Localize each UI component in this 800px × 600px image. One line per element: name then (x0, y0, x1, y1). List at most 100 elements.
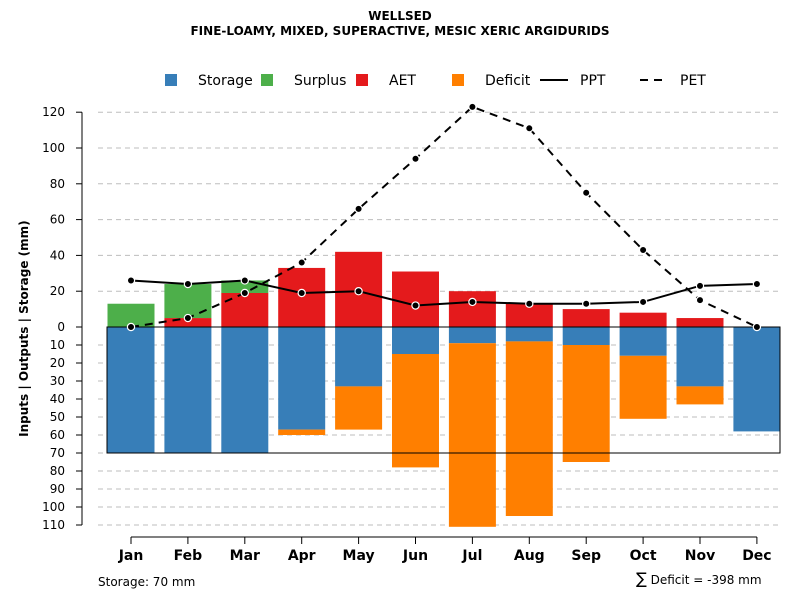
y-tick-label: 110 (42, 518, 65, 532)
storage-bar (733, 327, 781, 432)
pet-point (468, 102, 477, 112)
ppt-point (297, 288, 306, 298)
aet-bar (676, 318, 724, 327)
y-tick-label: 20 (50, 284, 65, 298)
y-tick-label: 100 (42, 500, 65, 514)
aet-bar (619, 312, 667, 327)
ppt-point (582, 299, 591, 308)
pet-point (582, 188, 591, 197)
legend-label-pet: PET (680, 73, 706, 89)
storage-bar (335, 327, 383, 387)
legend-swatch-deficit (452, 74, 464, 86)
x-tick-label: Jan (118, 548, 144, 564)
aet-bar (278, 267, 326, 327)
aet-bar (448, 291, 496, 327)
y-tick-label: 70 (50, 446, 65, 460)
storage-frame (106, 326, 781, 454)
x-tick-label: Nov (685, 548, 715, 564)
ppt-point (126, 276, 136, 285)
x-tick-label: Apr (288, 548, 316, 564)
pet-point (411, 154, 420, 163)
ppt-line (130, 279, 757, 307)
y-tick-label: 90 (50, 482, 65, 496)
x-tick-label: Jul (461, 548, 482, 564)
x-tick-label: Sep (571, 548, 601, 564)
ppt-point (354, 287, 363, 296)
pet-point (183, 313, 193, 323)
y-tick-label: 120 (42, 105, 65, 119)
legend-swatch-storage (165, 74, 177, 86)
storage-bar (619, 327, 667, 356)
legend-label-ppt: PPT (580, 73, 606, 89)
pet-point (240, 288, 249, 298)
deficit-bar (335, 386, 383, 430)
storage-bar (505, 327, 553, 342)
aet-bar (164, 318, 212, 327)
x-tick-label: Aug (514, 548, 545, 564)
chart-subtitle: FINE-LOAMY, MIXED, SUPERACTIVE, MESIC XE… (190, 24, 610, 38)
pet-point (525, 124, 534, 133)
deficit-bar (676, 386, 724, 405)
pet-point (297, 258, 306, 267)
deficit-bar (505, 341, 553, 516)
pet-point (126, 322, 136, 332)
legend-swatch-aet (356, 74, 368, 86)
y-tick-label: 50 (50, 410, 65, 424)
aet-bar (562, 309, 610, 327)
pet-point (354, 204, 363, 214)
deficit-total-text: Deficit = -398 mm (650, 573, 762, 587)
y-tick-label: 80 (50, 177, 65, 191)
chart-title: WELLSED (368, 9, 432, 23)
storage-bar (448, 327, 496, 344)
storage-bar (164, 327, 212, 453)
ppt-point (411, 301, 420, 310)
sigma-icon: ∑ (636, 569, 647, 588)
y-tick-label: 100 (42, 141, 65, 155)
legend-label-surplus: Surplus (294, 73, 346, 89)
y-tick-label: 40 (50, 392, 65, 406)
ppt-point (695, 281, 705, 291)
y-tick-label: 20 (50, 356, 65, 370)
x-tick-label: Mar (230, 548, 260, 564)
ppt-point (525, 299, 534, 308)
legend: Storage Surplus AET Deficit PPT PET (165, 73, 706, 89)
aet-bar (505, 303, 553, 327)
ppt-point (752, 279, 762, 289)
pet-point (695, 295, 705, 305)
x-tick-label: Feb (174, 548, 203, 564)
surplus-bar (164, 284, 212, 319)
deficit-bar (392, 354, 439, 468)
deficit-bar (278, 429, 326, 435)
legend-label-deficit: Deficit (485, 73, 531, 89)
bars (107, 251, 781, 527)
y-tick-label: 40 (50, 248, 65, 262)
storage-bar (392, 327, 439, 354)
deficit-bar (562, 345, 610, 462)
storage-bar (221, 327, 269, 453)
surplus-bar (107, 303, 155, 327)
x-tick-label: May (343, 548, 375, 564)
storage-bar (278, 327, 326, 430)
storage-bar (107, 327, 155, 453)
ppt-point (183, 279, 193, 289)
legend-label-aet: AET (389, 73, 416, 89)
aet-bar (392, 271, 439, 327)
y-tick-label: 60 (50, 213, 65, 227)
storage-bar (676, 327, 724, 387)
pet-point (638, 245, 648, 255)
x-tick-label: Jun (402, 548, 428, 564)
storage-capacity-note: Storage: 70 mm (98, 575, 196, 589)
ppt-point (468, 297, 477, 307)
ppt-point (240, 276, 249, 285)
pet-point (752, 322, 762, 332)
y-tick-label: 30 (50, 374, 65, 388)
y-tick-label: 0 (57, 320, 65, 334)
x-tick-label: Dec (742, 548, 771, 564)
deficit-bar (448, 343, 496, 527)
storage-bar (562, 327, 610, 345)
y-tick-label: 80 (50, 464, 65, 478)
y-tick-label: 60 (50, 428, 65, 442)
legend-label-storage: Storage (198, 73, 253, 89)
deficit-bar (619, 355, 667, 419)
